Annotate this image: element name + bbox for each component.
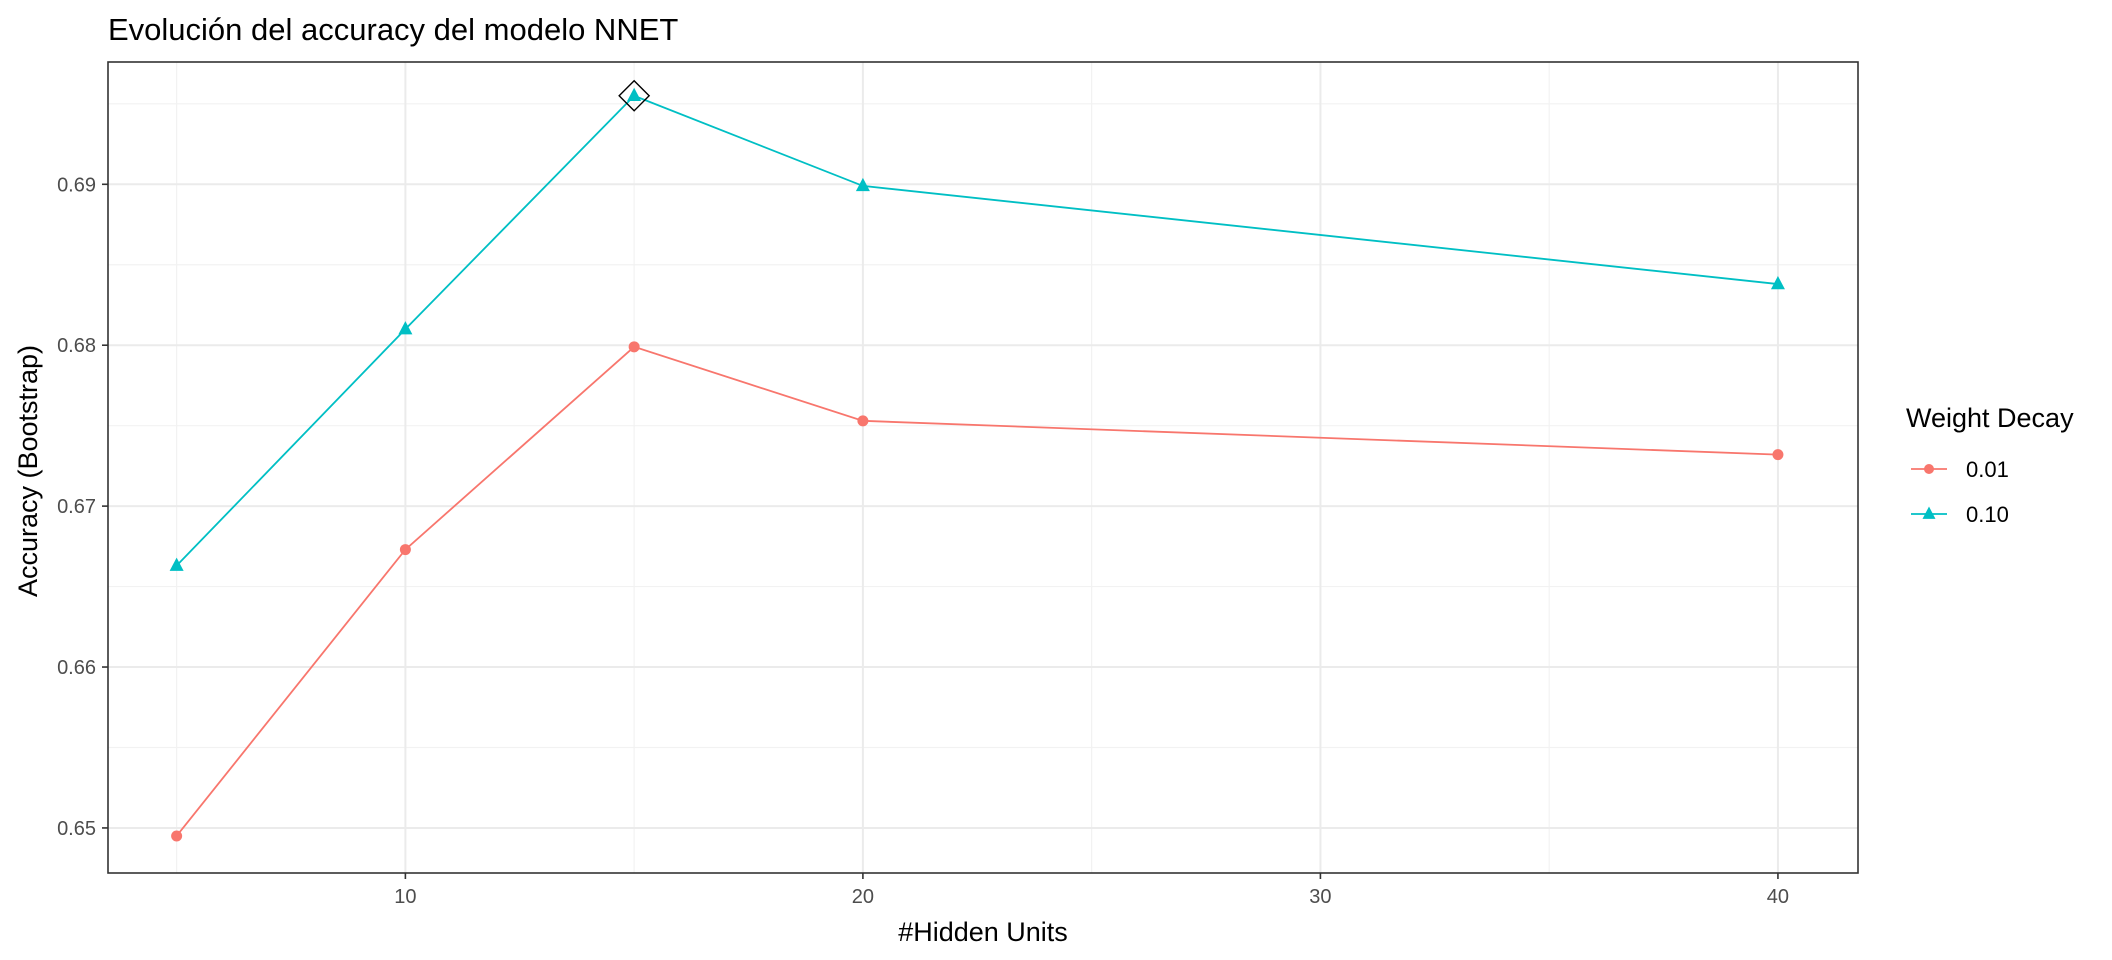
x-axis-title: #Hidden Units (898, 917, 1068, 947)
y-tick-label: 0.66 (57, 657, 96, 679)
y-axis-title: Accuracy (Bootstrap) (13, 345, 43, 597)
panel-border (107, 61, 1859, 874)
legend: Weight Decay 0.01 0.10 (1906, 403, 2074, 527)
legend-items: 0.01 0.10 (1911, 457, 2009, 527)
data-point-0-1 (399, 544, 411, 556)
y-tick-label: 0.67 (57, 496, 96, 518)
major-gridlines (108, 62, 1858, 873)
data-point-1-2 (627, 87, 642, 102)
x-tick-label: 30 (1309, 886, 1331, 908)
y-tick-label: 0.68 (57, 335, 96, 357)
y-axis: 0.65 0.66 0.67 0.68 0.69 (57, 174, 108, 840)
series-points (169, 87, 1785, 842)
y-tick-label: 0.65 (57, 818, 96, 840)
data-point-1-0 (169, 557, 184, 571)
data-point-0-3 (857, 415, 869, 427)
best-model-marker (618, 79, 651, 112)
legend-label-0: 0.01 (1966, 457, 2009, 482)
x-tick-label: 40 (1767, 886, 1789, 908)
series-line-0 (175, 345, 1778, 837)
best-model-diamond (618, 79, 651, 112)
legend-label-1: 0.10 (1966, 502, 2009, 527)
data-point-0-4 (1772, 449, 1784, 461)
series-lines (175, 94, 1779, 837)
chart-title: Evolución del accuracy del modelo NNET (108, 12, 678, 47)
data-point-0-0 (171, 830, 183, 842)
x-tick-label: 10 (394, 886, 416, 908)
data-point-1-3 (855, 177, 870, 192)
y-tick-label: 0.69 (57, 174, 96, 196)
series-line-1 (175, 94, 1779, 567)
data-point-1-1 (398, 321, 413, 335)
plot-panel (107, 61, 1859, 874)
data-point-1-4 (1770, 276, 1785, 290)
legend-key-marker-0 (1924, 464, 1934, 474)
x-axis: 10 20 30 40 (394, 873, 1789, 908)
legend-key-marker-1 (1922, 506, 1936, 519)
legend-title: Weight Decay (1906, 403, 2074, 433)
x-tick-label: 20 (852, 886, 874, 908)
data-point-0-2 (628, 341, 640, 353)
